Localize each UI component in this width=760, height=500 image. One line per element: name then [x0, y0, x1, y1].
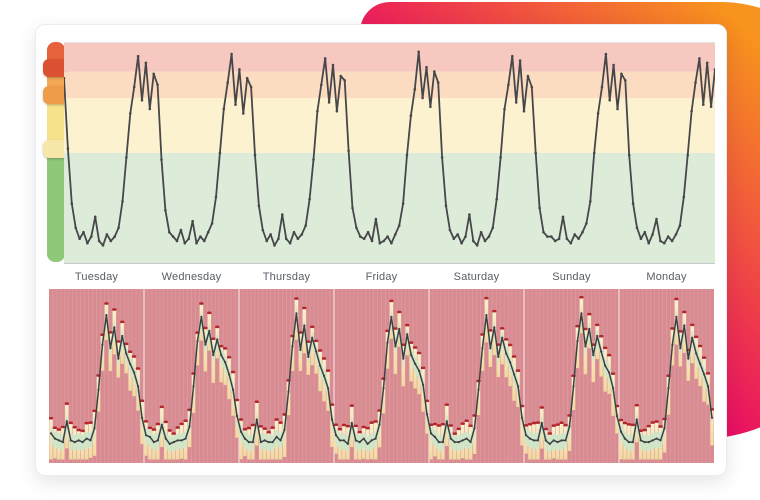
day-label-friday: Friday	[365, 271, 398, 283]
weekly-trend-chart	[64, 42, 715, 264]
day-label-monday: Monday	[646, 271, 687, 283]
dashboard-card: Tuesday Wednesday Thursday Friday Saturd…	[35, 24, 727, 476]
threshold-handle-orange[interactable]	[43, 86, 69, 104]
day-label-wednesday: Wednesday	[161, 271, 222, 283]
day-label-tuesday: Tuesday	[74, 271, 119, 283]
day-label-sunday: Sunday	[552, 271, 591, 283]
weekly-detail-chart	[49, 289, 714, 463]
threshold-gauge	[36, 25, 72, 265]
day-label-saturday: Saturday	[453, 271, 500, 283]
day-label-thursday: Thursday	[262, 271, 311, 283]
day-labels-row: Tuesday Wednesday Thursday Friday Saturd…	[49, 271, 714, 287]
gauge-track-green	[47, 149, 65, 262]
threshold-handle-yellow[interactable]	[43, 140, 69, 158]
threshold-handle-red[interactable]	[43, 59, 69, 77]
gauge-track-yellow	[47, 95, 65, 149]
